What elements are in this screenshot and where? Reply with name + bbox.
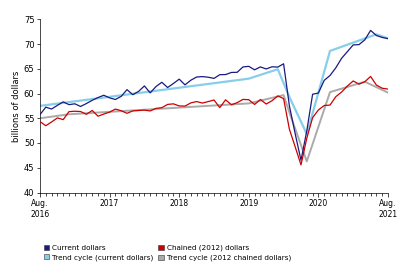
Legend: Current dollars, Trend cycle (current dollars), Chained (2012) dollars, Trend cy: Current dollars, Trend cycle (current do… [44, 245, 291, 261]
Y-axis label: billions of dollars: billions of dollars [12, 70, 21, 142]
